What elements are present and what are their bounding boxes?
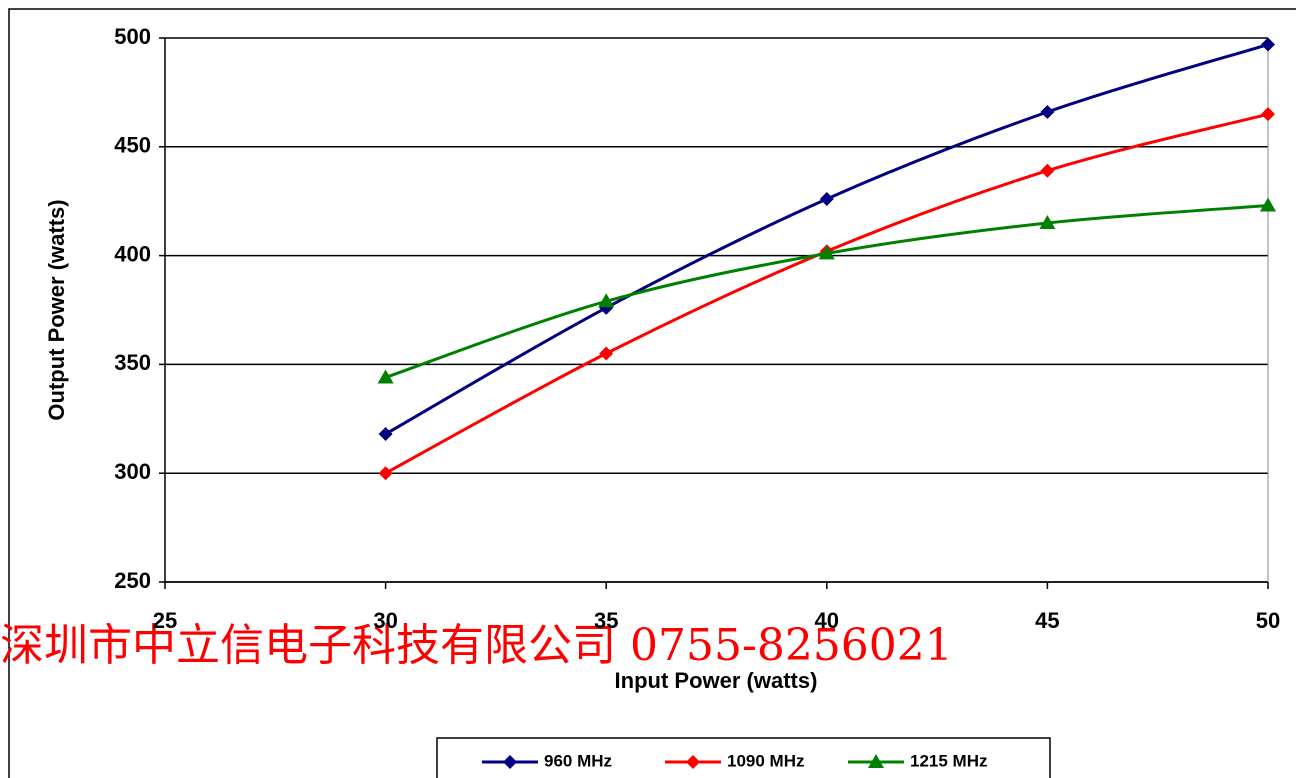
y-tick-label: 400 xyxy=(114,241,151,266)
legend-label: 1215 MHz xyxy=(910,751,987,770)
series-line xyxy=(384,43,1269,436)
series-line xyxy=(385,204,1269,379)
marker xyxy=(819,192,834,207)
legend-box xyxy=(436,737,1051,778)
plot-area xyxy=(159,37,1276,589)
marker xyxy=(1261,107,1275,122)
marker xyxy=(1039,214,1056,229)
y-tick-label: 450 xyxy=(114,133,151,158)
x-tick-label: 25 xyxy=(153,608,177,633)
x-axis-label: Input Power (watts) xyxy=(615,668,818,693)
marker xyxy=(1040,104,1055,119)
watermark: 深圳市中立信电子科技有限公司 0755-8256021 xyxy=(0,620,953,671)
marker xyxy=(599,346,614,361)
marker xyxy=(818,245,835,260)
y-axis-label: Output Power (watts) xyxy=(44,199,69,420)
marker xyxy=(1040,163,1055,178)
marker xyxy=(503,755,517,769)
marker xyxy=(598,293,615,308)
chart-border xyxy=(8,8,1296,778)
y-tick-label: 250 xyxy=(114,568,151,593)
marker xyxy=(868,754,884,768)
marker xyxy=(378,466,393,481)
marker xyxy=(378,427,393,442)
marker xyxy=(686,755,700,769)
series-line xyxy=(384,112,1269,475)
legend-label: 1090 MHz xyxy=(727,751,804,770)
legend-label: 960 MHz xyxy=(544,751,612,770)
x-tick-label: 50 xyxy=(1256,608,1280,633)
legend: 960 MHz 1090 MHz 1215 MHz xyxy=(482,751,987,770)
x-tick-label: 35 xyxy=(594,608,618,633)
x-tick-label: 40 xyxy=(815,608,839,633)
marker xyxy=(377,369,394,384)
y-tick-label: 350 xyxy=(114,350,151,375)
y-tick-label: 300 xyxy=(114,459,151,484)
x-tick-label: 30 xyxy=(373,608,397,633)
marker xyxy=(1260,197,1276,212)
x-tick-label: 45 xyxy=(1035,608,1059,633)
marker xyxy=(1261,37,1275,52)
y-tick-label: 500 xyxy=(114,24,151,49)
